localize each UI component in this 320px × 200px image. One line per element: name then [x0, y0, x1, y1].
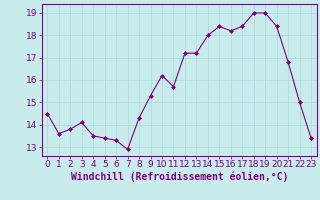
X-axis label: Windchill (Refroidissement éolien,°C): Windchill (Refroidissement éolien,°C): [70, 172, 288, 182]
